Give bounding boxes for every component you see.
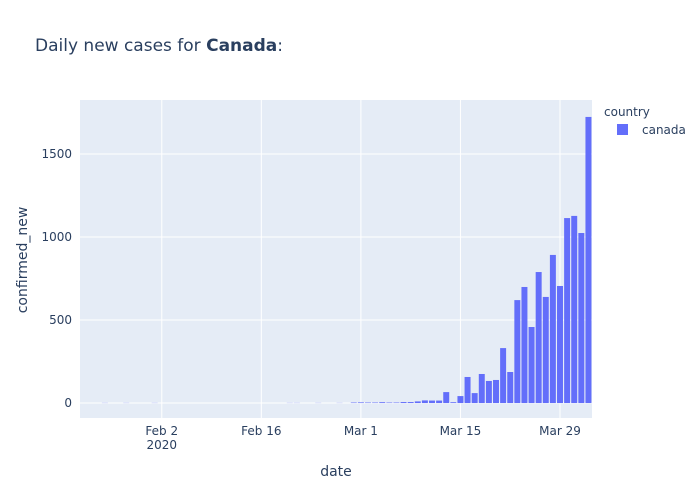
- plot-area: [80, 100, 592, 418]
- bar: [542, 296, 549, 404]
- y-tick-label: 0: [64, 396, 72, 410]
- legend-title: country: [604, 105, 650, 119]
- bar: [549, 254, 556, 404]
- bar: [379, 402, 386, 404]
- bar: [457, 396, 464, 404]
- bar: [478, 373, 485, 404]
- x-tick-label: Feb 2: [145, 424, 178, 438]
- x-axis-label: date: [320, 464, 352, 480]
- bar: [414, 401, 421, 404]
- bar: [521, 286, 528, 404]
- legend-swatch[interactable]: [617, 124, 628, 135]
- bar: [535, 272, 542, 404]
- bar: [443, 392, 450, 404]
- chart-title: Daily new cases for Canada:: [35, 36, 283, 56]
- y-tick-label: 1500: [41, 147, 72, 161]
- bar: [464, 376, 471, 404]
- y-axis-label: confirmed_new: [15, 207, 31, 314]
- bar: [429, 400, 435, 404]
- title-country: Canada: [206, 36, 277, 56]
- bar: [571, 215, 578, 404]
- bar: [585, 116, 592, 404]
- x-tick-label: Mar 29: [539, 424, 581, 438]
- legend-label[interactable]: canada: [642, 123, 686, 137]
- title-text: Daily new cases for: [35, 36, 206, 56]
- bar: [564, 218, 571, 404]
- bar: [528, 327, 535, 404]
- bar: [357, 402, 364, 404]
- y-tick-label: 1000: [41, 230, 72, 244]
- x-tick-label: Mar 15: [440, 424, 482, 438]
- bar: [407, 402, 414, 404]
- bar: [450, 402, 457, 404]
- x-tick-year: 2020: [147, 438, 178, 452]
- y-tick-label: 500: [49, 313, 72, 327]
- x-tick-label: Feb 16: [241, 424, 281, 438]
- bar: [421, 400, 428, 404]
- bar: [400, 402, 407, 404]
- bar: [436, 400, 443, 404]
- bar: [507, 372, 514, 404]
- x-tick-label: Mar 1: [344, 424, 378, 438]
- bar: [485, 380, 492, 404]
- bar: [500, 348, 507, 404]
- bar: [557, 285, 563, 404]
- bar: [493, 379, 499, 404]
- bar: [578, 233, 585, 404]
- bar: [514, 300, 521, 404]
- title-text: :: [277, 36, 283, 56]
- bar: [471, 393, 478, 404]
